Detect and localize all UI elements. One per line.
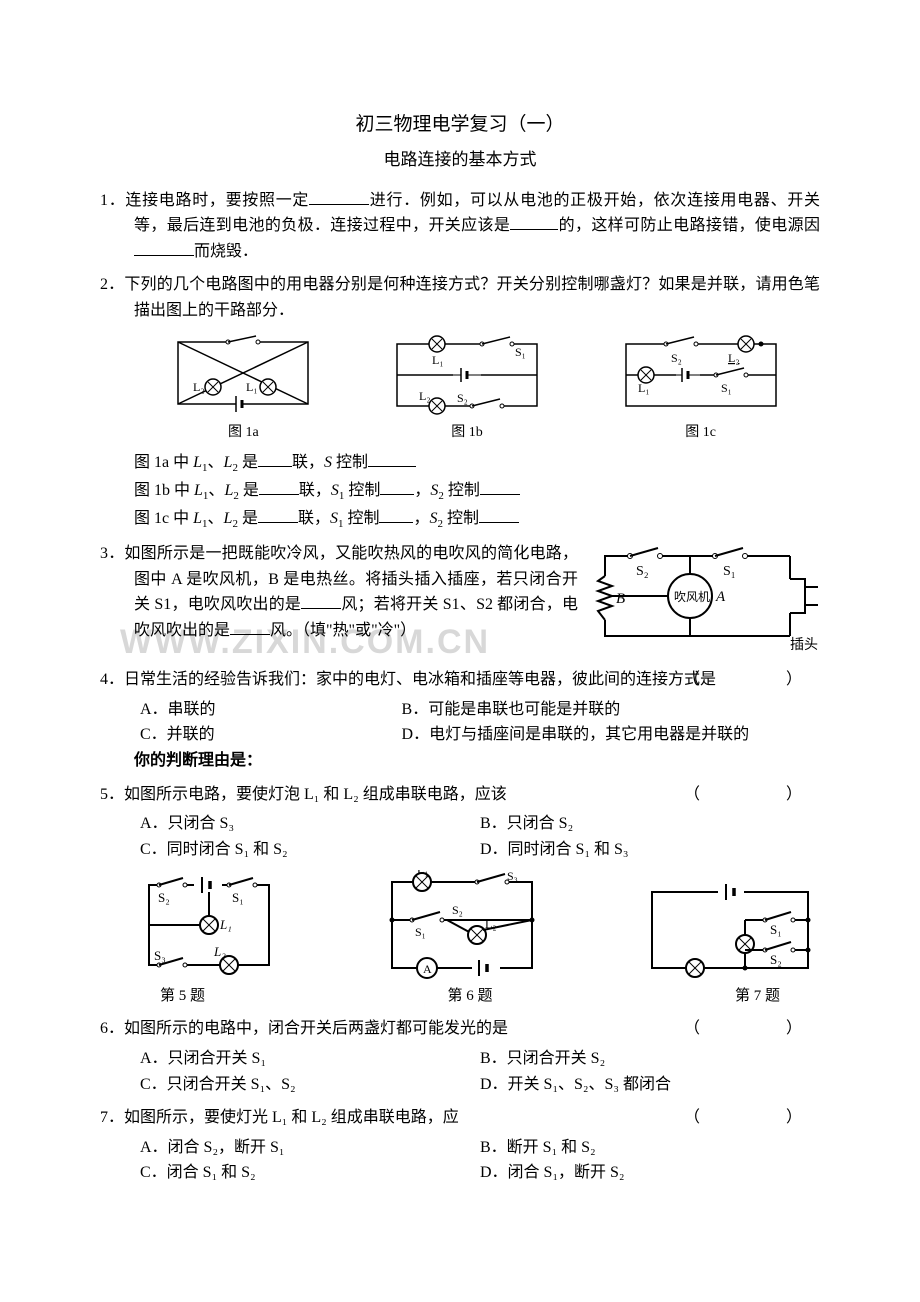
- q7-opt-b: B．断开 S₁ 和 S₂: [480, 1135, 820, 1161]
- q7-opt-d: D．闭合 S₁，断开 S₂: [480, 1160, 820, 1186]
- circuit-1a-svg: L₂ L₁: [168, 334, 318, 420]
- q1-t1: 连接电路时，要按照一定: [125, 192, 309, 209]
- answer-paren: （ ）: [718, 782, 820, 808]
- q6-opt-b: B．只闭合开关 S₂: [480, 1046, 820, 1072]
- svg-text:L₁: L₁: [417, 870, 429, 877]
- q5-opt-a: A．只闭合 S₃: [140, 811, 480, 837]
- q7-opt-a: A．闭合 S₂，断开 S₁: [140, 1135, 480, 1161]
- circuit-1c-svg: S₂ L₂ L₁ S₁: [616, 334, 786, 420]
- caption-q5: 第 5 题: [160, 984, 205, 1008]
- svg-text:L₁: L₁: [246, 380, 258, 394]
- caption-q7: 第 7 题: [735, 984, 780, 1008]
- q7-num: 7．: [100, 1109, 124, 1126]
- svg-text:S₁: S₁: [415, 925, 426, 939]
- q5-num: 5．: [100, 786, 124, 803]
- svg-text:L₂: L₂: [213, 944, 226, 959]
- svg-text:S₁: S₁: [723, 564, 736, 579]
- q2-line-c: 图 1c 中 L1、L2 是联，S1 控制，S2 控制: [100, 506, 820, 534]
- page-subtitle: 电路连接的基本方式: [100, 146, 820, 173]
- svg-text:S₁: S₁: [515, 345, 526, 359]
- q5-text: 如图所示电路，要使灯泡 L₁ 和 L₂ 组成串联电路，应该: [124, 786, 507, 803]
- svg-text:L₂: L₂: [728, 351, 740, 365]
- svg-text:S₂: S₂: [158, 890, 170, 905]
- question-1: 1．连接电路时，要按照一定进行．例如，可以从电池的正极开始，依次连接用电器、开关…: [100, 188, 820, 265]
- svg-text:S₂: S₂: [770, 952, 782, 967]
- svg-text:S₁: S₁: [770, 922, 782, 937]
- question-7: 7．如图所示，要使灯光 L₁ 和 L₂ 组成串联电路，应 （ ） A．闭合 S₂，…: [100, 1105, 820, 1186]
- q6-num: 6．: [100, 1020, 124, 1037]
- q3-t3: 风。（填"热"或"冷"）: [270, 622, 416, 639]
- figures-5-6-7: S₂ S₁ L₁ S₃ L₂: [100, 870, 820, 980]
- answer-paren: （ ）: [718, 1016, 820, 1042]
- svg-text:B: B: [616, 591, 625, 607]
- svg-text:L₁: L₁: [219, 917, 232, 932]
- question-6: 6．如图所示的电路中，闭合开关后两盏灯都可能发光的是 （ ） A．只闭合开关 S₁…: [100, 1016, 820, 1097]
- svg-text:A: A: [715, 589, 726, 605]
- figure-1a-caption: 图 1a: [168, 422, 318, 444]
- q7-text: 如图所示，要使灯光 L₁ 和 L₂ 组成串联电路，应: [124, 1109, 459, 1126]
- q4-opt-a: A．串联的: [140, 697, 402, 723]
- figure-q5: S₂ S₁ L₁ S₃ L₂: [134, 870, 284, 980]
- q3-num: 3．: [100, 545, 124, 562]
- svg-text:S₂: S₂: [636, 564, 649, 579]
- q7-opt-c: C．闭合 S₁ 和 S₂: [140, 1160, 480, 1186]
- blank: [510, 214, 558, 230]
- question-3: S₂ S₁ B 吹风机 A 插头: [100, 541, 820, 659]
- svg-text:S₂: S₂: [452, 903, 463, 917]
- q5-opt-b: B．只闭合 S₂: [480, 811, 820, 837]
- question-2: 2．下列的几个电路图中的用电器分别是何种连接方式？开关分别控制哪盏灯？如果是并联…: [100, 272, 820, 533]
- question-4: 4．日常生活的经验告诉我们：家中的电灯、电冰箱和插座等电器，彼此间的连接方式是（…: [100, 667, 820, 773]
- q4-text: 日常生活的经验告诉我们：家中的电灯、电冰箱和插座等电器，彼此间的连接方式是: [124, 671, 716, 688]
- svg-text:S₃: S₃: [507, 870, 518, 883]
- figure-1a: L₂ L₁ 图 1a: [168, 334, 318, 444]
- blank: [134, 240, 194, 256]
- q6-opt-c: C．只闭合开关 S₁、S₂: [140, 1072, 480, 1098]
- q1-t3: 的，这样可防止电路接错，使电源因: [558, 217, 820, 234]
- q6-opt-a: A．只闭合开关 S₁: [140, 1046, 480, 1072]
- svg-text:S₃: S₃: [154, 948, 166, 963]
- blank: [309, 189, 369, 205]
- q4-opt-d: D．电灯与插座间是串联的，其它用电器是并联的: [402, 722, 820, 748]
- q1-t4: 而烧毁．: [194, 243, 258, 260]
- figure-q7: S₁ S₂: [640, 880, 820, 980]
- q1-num: 1．: [100, 192, 125, 209]
- answer-paren: （ ）: [718, 667, 820, 693]
- figure-1c-caption: 图 1c: [616, 422, 786, 444]
- q2-text: 下列的几个电路图中的用电器分别是何种连接方式？开关分别控制哪盏灯？如果是并联，请…: [124, 276, 820, 319]
- figure-q3: S₂ S₁ B 吹风机 A 插头: [590, 541, 820, 651]
- circuit-1b-svg: L₁ S₁ L₂ S₂: [387, 334, 547, 420]
- q4-reason: 你的判断理由是：: [100, 748, 820, 774]
- svg-text:A: A: [423, 962, 432, 976]
- svg-text:L₂: L₂: [419, 389, 431, 403]
- figure-1b-caption: 图 1b: [387, 422, 547, 444]
- page-content: 初三物理电学复习（一） 电路连接的基本方式 1．连接电路时，要按照一定进行．例如…: [100, 110, 820, 1186]
- figure-q6: L₁ S₃ S₁ S₂ L₂: [377, 870, 547, 980]
- q5-opt-c: C．同时闭合 S₁ 和 S₂: [140, 837, 480, 863]
- q4-num: 4．: [100, 671, 124, 688]
- q2-line-a: 图 1a 中 L1、L2 是联，S 控制: [100, 450, 820, 478]
- svg-text:L₁: L₁: [638, 381, 650, 395]
- answer-paren: （ ）: [718, 1105, 820, 1131]
- svg-text:吹风机: 吹风机: [674, 590, 710, 604]
- q6-text: 如图所示的电路中，闭合开关后两盏灯都可能发光的是: [124, 1020, 508, 1037]
- svg-text:S₂: S₂: [671, 351, 682, 365]
- page-title: 初三物理电学复习（一）: [100, 110, 820, 140]
- q4-opt-c: C．并联的: [140, 722, 402, 748]
- q5-opt-d: D．同时闭合 S₁ 和 S₃: [480, 837, 820, 863]
- figure-1c: S₂ L₂ L₁ S₁: [616, 334, 786, 444]
- svg-text:插头: 插头: [790, 637, 818, 651]
- figure-1b: L₁ S₁ L₂ S₂: [387, 334, 547, 444]
- caption-q6: 第 6 题: [447, 984, 492, 1008]
- svg-text:S₁: S₁: [721, 381, 732, 395]
- q2-line-b: 图 1b 中 L1、L2 是联，S1 控制，S2 控制: [100, 478, 820, 506]
- svg-text:L₁: L₁: [432, 353, 444, 367]
- q6-opt-d: D．开关 S₁、S₂、S₃ 都闭合: [480, 1072, 820, 1098]
- hairdryer-circuit-svg: S₂ S₁ B 吹风机 A 插头: [590, 541, 820, 651]
- question-5: 5．如图所示电路，要使灯泡 L₁ 和 L₂ 组成串联电路，应该 （ ） A．只闭合…: [100, 782, 820, 863]
- svg-text:L₂: L₂: [193, 380, 205, 394]
- svg-text:S₁: S₁: [232, 890, 244, 905]
- svg-text:S₂: S₂: [457, 391, 468, 405]
- q4-opt-b: B．可能是串联也可能是并联的: [402, 697, 820, 723]
- q2-num: 2．: [100, 276, 124, 293]
